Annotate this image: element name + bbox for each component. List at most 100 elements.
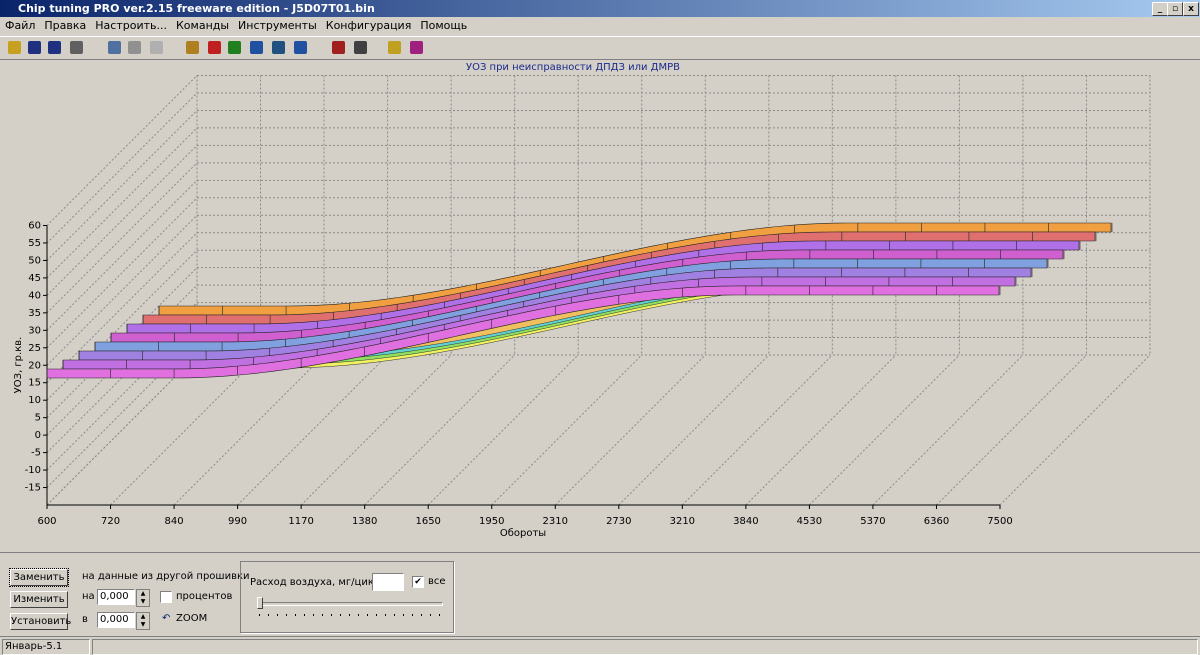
menu-item[interactable]: Файл: [5, 19, 36, 32]
slider-thumb[interactable]: [257, 597, 263, 609]
menu-item[interactable]: Настроить...: [95, 19, 167, 32]
y-tick-label: -5: [31, 448, 41, 459]
window-title: Chip tuning PRO ver.2.15 freeware editio…: [18, 2, 375, 15]
x-tick-label: 600: [37, 516, 56, 527]
percent-label: процентов: [176, 591, 233, 602]
y-tick-label: 0: [35, 430, 41, 441]
toolbar-button[interactable]: [294, 41, 307, 54]
toolbar-button[interactable]: [354, 41, 367, 54]
grid-line: [809, 354, 960, 506]
title-bar: Chip tuning PRO ver.2.15 freeware editio…: [0, 0, 1200, 17]
x-tick-label: 1170: [288, 516, 313, 527]
toolbar-button[interactable]: [272, 41, 285, 54]
chart-title: УОЗ при неисправности ДПДЗ или ДМРВ: [466, 62, 680, 73]
x-tick-label: 3840: [733, 516, 758, 527]
in-label: в: [82, 614, 88, 625]
grid-line: [46, 267, 198, 419]
toolbar-button[interactable]: [332, 41, 345, 54]
toolbar-button[interactable]: [8, 41, 21, 54]
menu-item[interactable]: Конфигурация: [325, 19, 412, 32]
x-tick-label: 990: [228, 516, 247, 527]
close-button[interactable]: x: [1183, 2, 1199, 16]
toolbar-button[interactable]: [410, 41, 423, 54]
y-tick-label: 50: [28, 255, 41, 266]
grid-line: [46, 354, 198, 506]
percent-checkbox[interactable]: [160, 591, 172, 603]
menu-item[interactable]: Команды: [175, 19, 230, 32]
grid-line: [46, 232, 198, 384]
toolbar-button[interactable]: [228, 41, 241, 54]
toolbar-button[interactable]: [250, 41, 263, 54]
all-label: все: [428, 576, 446, 587]
y-tick-label: -15: [25, 483, 41, 494]
grid-line: [46, 249, 198, 401]
menu-bar: Файл Правка Настроить... Команды Инструменты…: [0, 17, 1200, 35]
chart: УОЗ при неисправности ДПДЗ или ДМРВ УОЗ,…: [13, 62, 1151, 539]
y-tick-label: 10: [28, 395, 41, 406]
toolbar-button[interactable]: [208, 41, 221, 54]
menu-item[interactable]: Инструменты: [238, 19, 317, 32]
grid-line: [110, 354, 261, 506]
on-input[interactable]: 0,000: [97, 589, 135, 605]
slider-track[interactable]: [257, 602, 443, 606]
y-tick-label: 55: [28, 238, 41, 249]
grid-line: [554, 354, 706, 506]
menu-item[interactable]: Правка: [44, 19, 87, 32]
grid-line: [872, 354, 1024, 506]
change-button[interactable]: Изменить: [10, 591, 68, 608]
set-button[interactable]: Установить: [10, 613, 71, 630]
x-tick-label: 4530: [797, 516, 822, 527]
status-bar: Январь-5.1: [0, 636, 1200, 655]
surface: [46, 222, 1113, 379]
airflow-input[interactable]: [372, 573, 404, 591]
grid-line: [46, 179, 198, 331]
grid-line: [999, 354, 1151, 506]
toolbar-button[interactable]: [108, 41, 121, 54]
all-checkbox[interactable]: ✔: [412, 576, 424, 588]
toolbar-button[interactable]: [128, 41, 141, 54]
grid-line: [46, 145, 198, 296]
replace-button[interactable]: Заменить: [9, 568, 69, 587]
grid-line: [491, 354, 643, 506]
in-input[interactable]: 0,000: [97, 612, 135, 628]
x-tick-label: 7500: [987, 516, 1012, 527]
toolbar-button[interactable]: [186, 41, 199, 54]
grid-line: [681, 354, 833, 506]
grid-line: [46, 75, 198, 226]
toolbar-button[interactable]: [150, 41, 163, 54]
toolbar-button[interactable]: [388, 41, 401, 54]
x-tick-label: 1950: [479, 516, 504, 527]
x-tick-label: 6360: [924, 516, 949, 527]
slider-ticks: [259, 614, 441, 616]
toolbar-button[interactable]: [28, 41, 41, 54]
airflow-label: Расход воздуха, мг/цикл: [250, 577, 381, 588]
menu-item[interactable]: Помощь: [420, 19, 468, 32]
zoom-label[interactable]: ZOOM: [176, 613, 208, 624]
x-tick-label: 720: [101, 516, 120, 527]
in-spinner[interactable]: ▲ ▼: [136, 612, 150, 630]
x-tick-label: 1650: [415, 516, 440, 527]
x-tick-label: 5370: [860, 516, 885, 527]
status-panel: [92, 639, 1198, 655]
y-tick-label: -10: [25, 465, 41, 476]
control-panel: Заменить Изменить Установить на данные и…: [0, 552, 1200, 635]
on-spinner[interactable]: ▲ ▼: [136, 589, 150, 607]
y-tick-label: 40: [28, 290, 41, 301]
y-tick-label: 35: [28, 308, 41, 319]
y-tick-label: 60: [28, 221, 41, 232]
toolbar-button[interactable]: [70, 41, 83, 54]
grid-line: [46, 214, 198, 366]
toolbar-button[interactable]: [48, 41, 61, 54]
y-tick-label: 5: [35, 413, 41, 424]
grid-line: [46, 127, 198, 279]
grid-line: [364, 354, 516, 506]
y-axis-label: УОЗ, гр.кв.: [13, 337, 24, 394]
y-tick-label: 20: [28, 360, 41, 371]
x-axis-label: Обороты: [500, 528, 546, 539]
grid-line: [936, 354, 1087, 506]
maximize-button[interactable]: ▫: [1167, 2, 1183, 16]
x-tick-label: 2310: [543, 516, 568, 527]
grid-line: [745, 354, 897, 506]
y-tick-label: 30: [28, 325, 41, 336]
minimize-button[interactable]: _: [1152, 2, 1168, 16]
